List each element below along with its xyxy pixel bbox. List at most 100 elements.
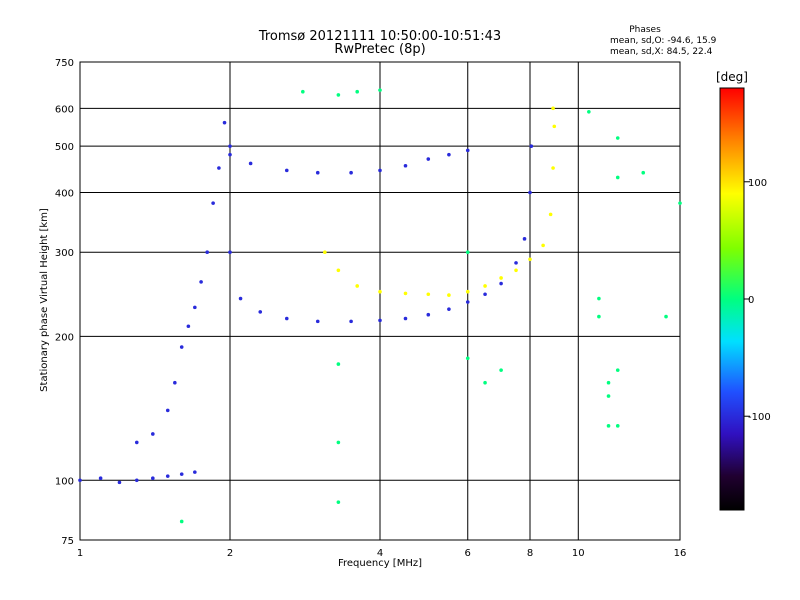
data-point: [529, 144, 534, 148]
data-point: [551, 166, 555, 170]
y-tick-label: 400: [55, 188, 74, 199]
data-point: [378, 318, 382, 323]
data-point: [606, 380, 611, 385]
data-point: [447, 152, 451, 157]
data-point: [551, 106, 555, 111]
data-point: [541, 243, 545, 248]
data-point: [165, 474, 170, 478]
data-point: [426, 292, 431, 297]
colorbar-ticks: 100 0 -100: [744, 178, 771, 423]
data-point: [403, 163, 408, 168]
data-point: [186, 324, 191, 329]
data-point: [548, 212, 553, 217]
x-tick-label: 6: [465, 548, 471, 559]
colorbar-tick-label: 0: [748, 295, 754, 306]
data-point: [615, 175, 620, 180]
y-tick-label: 100: [55, 476, 74, 487]
data-point: [284, 168, 289, 173]
data-point: [173, 380, 177, 385]
x-tick-label: 10: [572, 548, 585, 559]
stats-line-o: mean, sd,O: -94.6, 15.9: [610, 36, 717, 46]
data-point: [284, 316, 289, 321]
colorbar: [deg] 100 0 -100: [716, 70, 771, 511]
data-point: [587, 110, 591, 114]
x-tick-label: 4: [377, 548, 383, 559]
data-point: [378, 88, 382, 92]
data-point: [134, 440, 139, 445]
data-point: [349, 170, 353, 175]
grid-lines: [80, 62, 680, 540]
data-point: [193, 470, 197, 474]
data-point: [258, 310, 263, 314]
chart-title: Tromsø 20121111 10:50:00-10:51:43: [258, 29, 501, 44]
data-point: [301, 89, 305, 94]
y-tick-label: 300: [55, 248, 74, 259]
data-point: [465, 289, 470, 294]
stats-heading: Phases: [629, 25, 661, 35]
colorbar-tick-label: -100: [748, 412, 771, 423]
data-point: [552, 124, 557, 129]
x-axis-ticks: 1 2 4 6 8 10 16: [77, 548, 687, 559]
data-point: [349, 319, 353, 324]
x-tick-label: 16: [674, 548, 687, 559]
y-axis-ticks: 75 100 200 300 400 500 600 750: [55, 58, 74, 547]
data-point: [336, 440, 341, 445]
data-point: [228, 144, 232, 148]
data-point: [664, 314, 668, 319]
data-point: [336, 268, 341, 273]
y-axis-label: Stationary phase Virtual Height [km]: [39, 208, 50, 392]
data-point: [615, 136, 620, 140]
data-point: [465, 300, 470, 304]
data-point: [606, 394, 611, 398]
data-point: [179, 519, 184, 524]
data-point: [98, 476, 103, 481]
data-point: [615, 368, 620, 372]
data-point: [211, 201, 215, 205]
data-point: [336, 93, 341, 97]
data-point: [403, 291, 408, 296]
data-point: [228, 152, 232, 157]
data-point: [179, 345, 184, 349]
x-tick-label: 1: [77, 548, 83, 559]
data-point: [238, 296, 243, 301]
data-point: [465, 148, 470, 153]
data-point: [151, 432, 155, 436]
x-axis-label: Frequency [MHz]: [338, 558, 422, 569]
data-point: [426, 157, 431, 161]
chart-subtitle: RwPretec (8p): [334, 42, 425, 57]
data-point: [403, 316, 408, 321]
data-point: [483, 284, 487, 288]
data-point: [499, 276, 503, 280]
data-point: [522, 237, 527, 241]
data-point: [499, 368, 503, 372]
data-point: [228, 250, 232, 255]
data-point: [217, 166, 221, 170]
data-point: [528, 190, 532, 195]
data-point: [355, 89, 359, 94]
data-point: [378, 289, 382, 294]
data-point: [597, 296, 601, 301]
x-tick-label: 8: [527, 548, 533, 559]
data-point: [499, 281, 503, 286]
data-point: [165, 408, 170, 413]
x-tick-label: 2: [227, 548, 233, 559]
data-point: [315, 170, 320, 175]
data-point: [336, 500, 341, 504]
data-point: [641, 170, 646, 175]
data-point: [465, 250, 470, 255]
data-point: [179, 472, 184, 476]
data-points: [78, 88, 682, 524]
data-point: [78, 478, 82, 483]
data-point: [193, 305, 197, 310]
data-point: [151, 476, 155, 481]
colorbar-gradient: [719, 87, 745, 511]
data-point: [248, 161, 253, 166]
data-point: [465, 356, 470, 361]
data-point: [447, 293, 451, 297]
y-tick-label: 200: [55, 332, 74, 343]
colorbar-label: [deg]: [716, 70, 748, 84]
data-point: [483, 292, 487, 297]
y-tick-label: 600: [55, 104, 74, 115]
data-point: [222, 120, 227, 125]
